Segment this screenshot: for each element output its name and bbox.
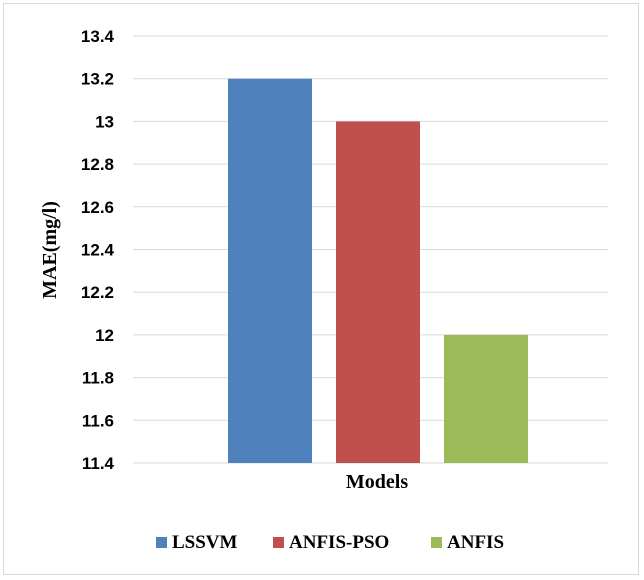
y-tick-label: 12.4 — [81, 241, 115, 260]
y-tick-label: 11.8 — [82, 369, 114, 388]
y-tick-label: 12 — [95, 326, 114, 345]
y-tick-label: 11.4 — [82, 454, 115, 473]
y-tick-label: 13.4 — [81, 27, 115, 46]
legend-swatch — [273, 537, 284, 548]
x-axis-title: Models — [346, 471, 408, 493]
bar-anfis-pso — [336, 121, 420, 464]
y-tick-label: 13.2 — [81, 70, 114, 89]
y-tick-label: 13 — [95, 112, 114, 131]
y-axis-title: MAE(mg/l) — [39, 201, 61, 299]
legend-swatch — [156, 537, 167, 548]
chart-area — [3, 3, 639, 575]
legend-label: LSSVM — [172, 532, 238, 553]
legend: LSSVM ANFIS-PSO ANFIS — [156, 532, 504, 553]
y-tick-label: 12.6 — [81, 198, 114, 217]
bar-lssvm — [228, 78, 312, 463]
y-tick-label: 12.2 — [81, 283, 114, 302]
legend-label: ANFIS-PSO — [289, 532, 389, 553]
bar-anfis — [444, 334, 528, 463]
bars — [228, 78, 528, 464]
legend-label: ANFIS — [447, 532, 504, 553]
y-tick-label: 12.8 — [81, 155, 114, 174]
legend-swatch — [431, 537, 442, 548]
y-tick-label: 11.6 — [82, 411, 114, 430]
y-axis-ticks: 11.4 11.6 11.8 12 12.2 12.4 12.6 12.8 13 13.2 13.4 — [81, 27, 115, 473]
